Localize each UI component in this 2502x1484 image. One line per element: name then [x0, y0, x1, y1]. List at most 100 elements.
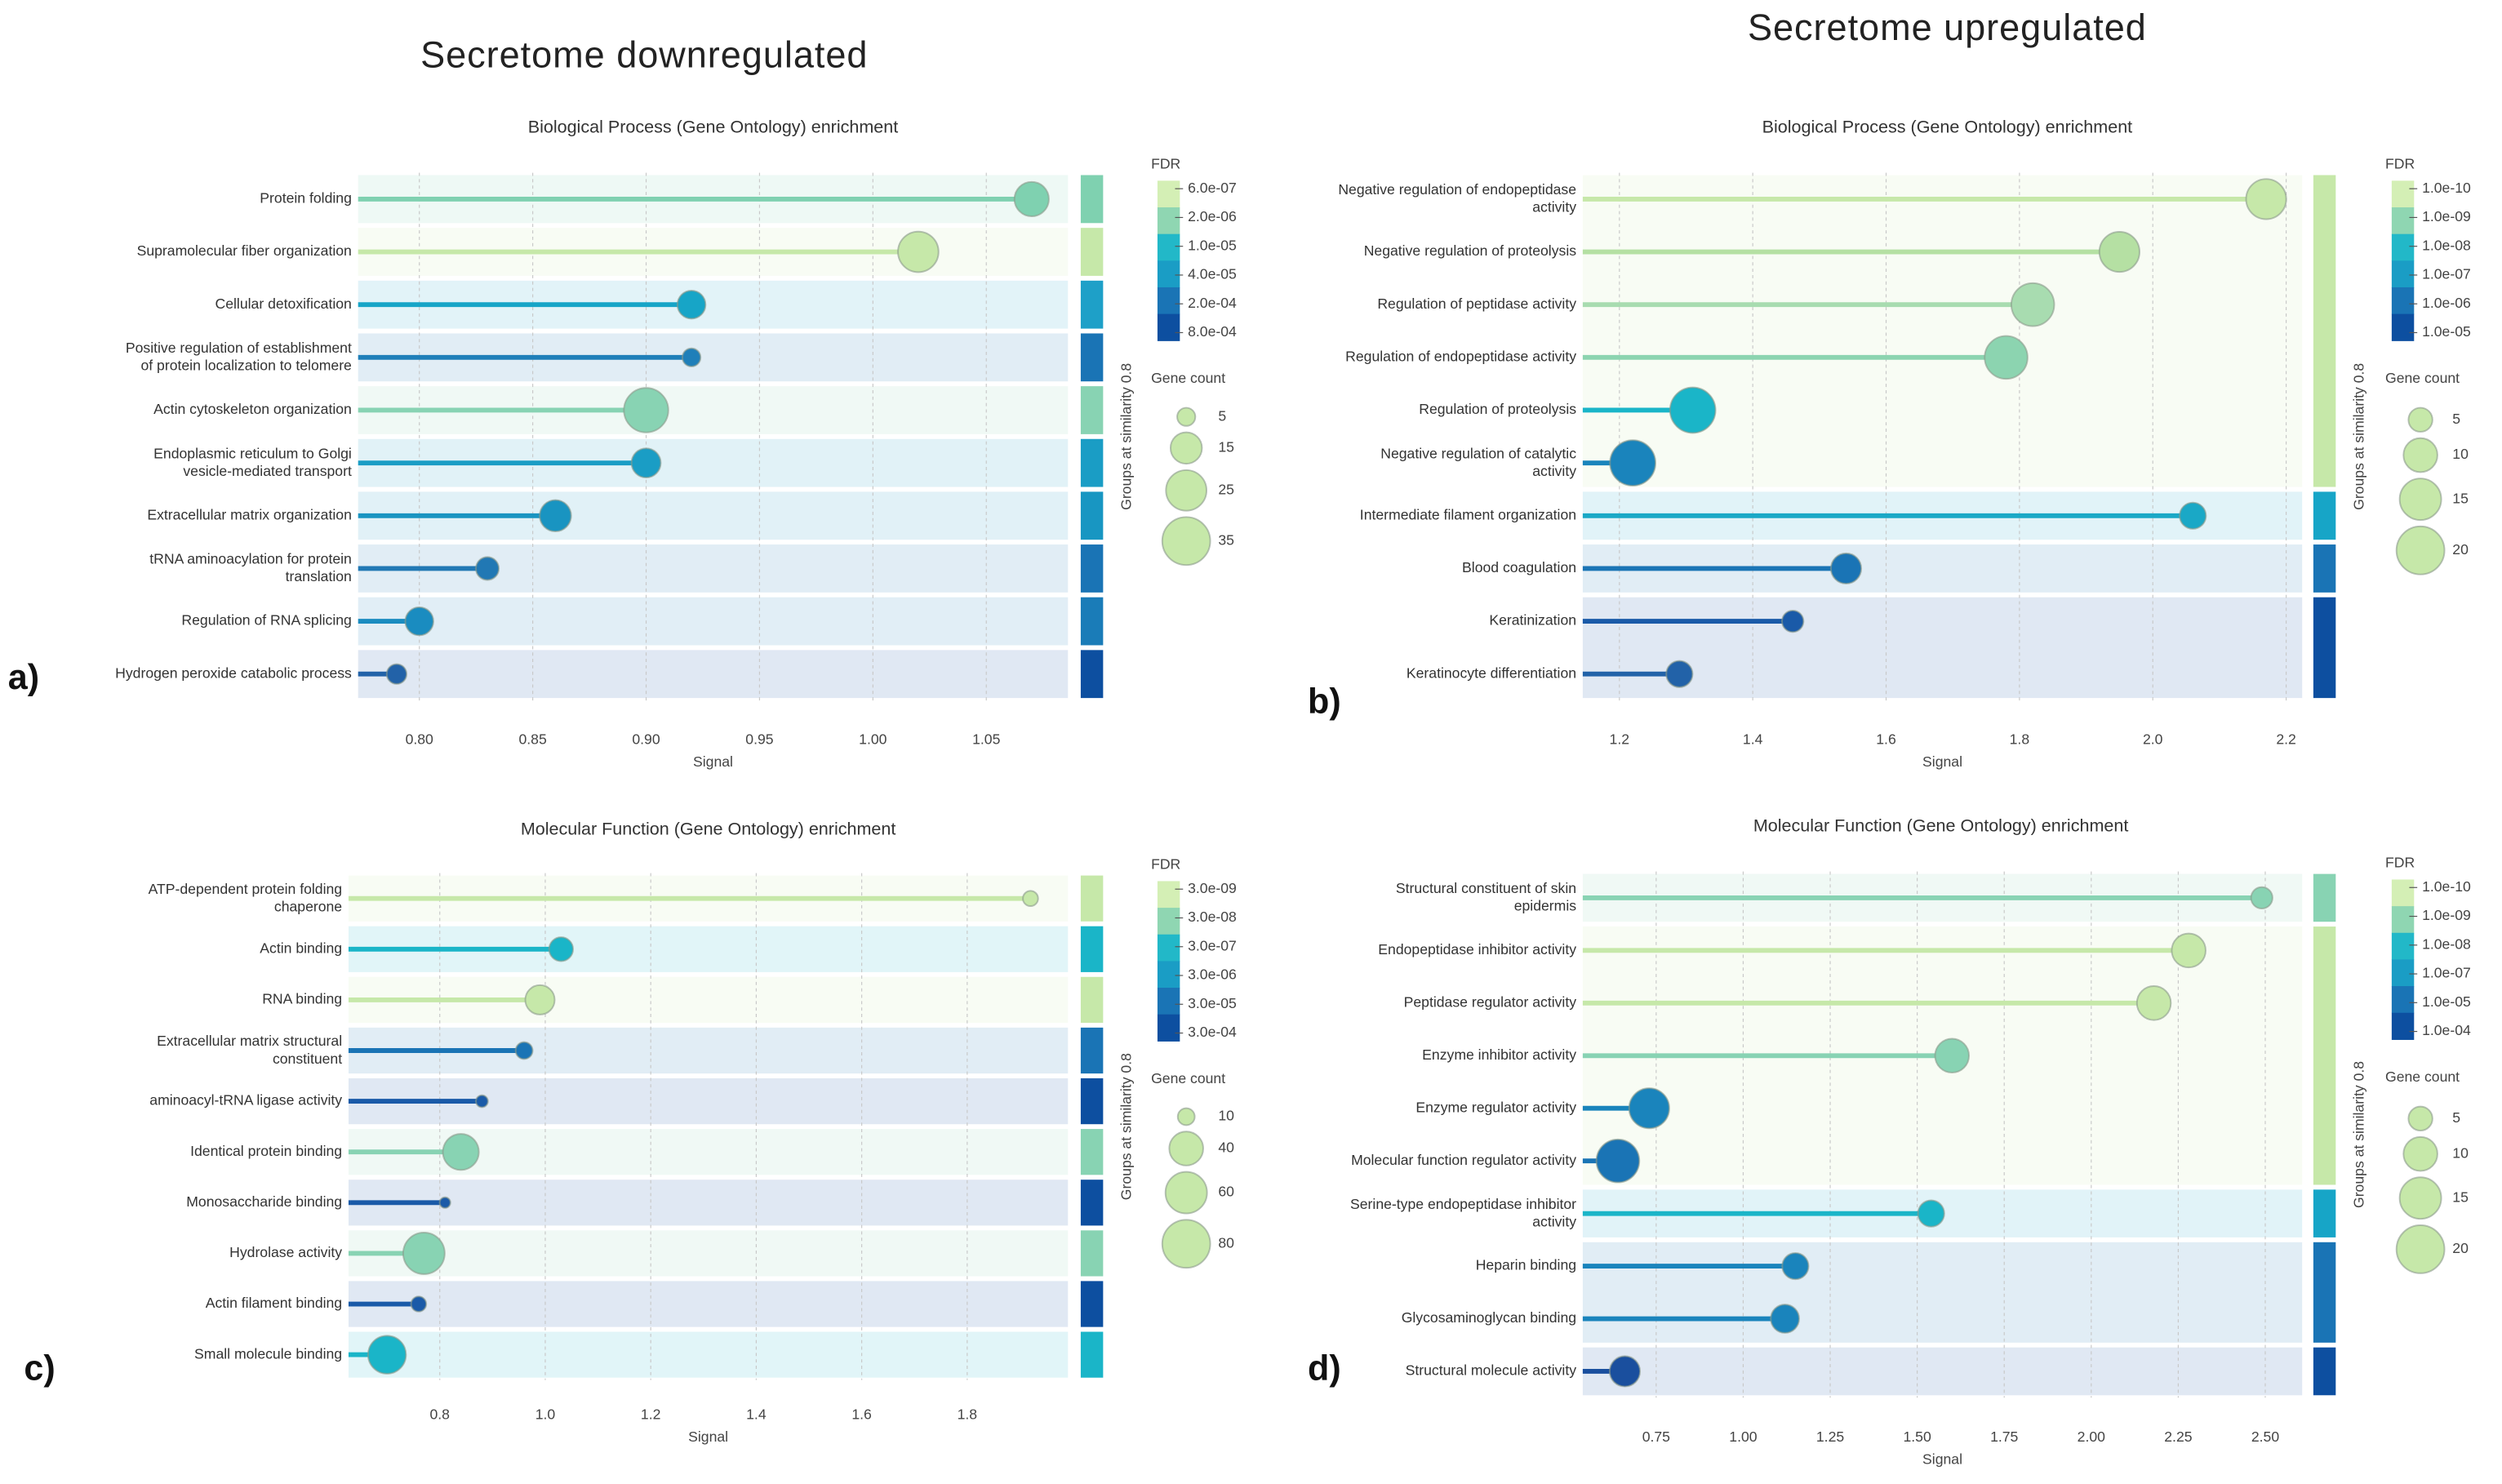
legend-dot — [2402, 1135, 2438, 1172]
group-block — [2313, 926, 2336, 1185]
colorbar-segment — [1157, 881, 1180, 909]
colorbar-tick-label: 3.0e-05 — [1188, 995, 1237, 1011]
category-label: Endopeptidase inhibitor activity — [1378, 941, 1576, 957]
colorbar-segment — [1157, 287, 1180, 315]
group-band — [1582, 1347, 2303, 1396]
group-band — [348, 1281, 1069, 1327]
colorbar-tick-label: 1.0e-07 — [2422, 266, 2471, 282]
legend-dot — [2407, 407, 2433, 433]
x-tick-label: 1.25 — [1816, 1428, 1844, 1445]
legend-label: 60 — [1218, 1184, 1234, 1200]
legend-title: Gene count — [2385, 1069, 2460, 1085]
colorbar-tick-label: 3.0e-04 — [1188, 1024, 1237, 1040]
colorbar-segment — [1157, 260, 1180, 288]
x-tick-label: 1.2 — [1610, 731, 1629, 748]
group-band — [348, 1230, 1069, 1277]
colorbar-tick-label: 4.0e-05 — [1188, 266, 1237, 282]
category-label: Keratinization — [1489, 612, 1576, 629]
legend-dot — [1164, 1171, 1208, 1215]
category-label: Extracellular matrix organization — [147, 506, 352, 522]
group-block — [1080, 926, 1104, 972]
category-label: Identical protein binding — [190, 1143, 342, 1159]
legend-label: 10 — [2452, 1144, 2469, 1161]
colorbar-segment — [2391, 932, 2415, 961]
dot — [1917, 1199, 1945, 1228]
x-tick-label: 1.6 — [1876, 731, 1896, 748]
colorbar-tick-label: 1.0e-08 — [2422, 237, 2471, 253]
group-block — [1080, 1230, 1104, 1277]
category-label: Small molecule binding — [194, 1345, 342, 1362]
chart-title: Molecular Function (Gene Ontology) enric… — [521, 819, 895, 838]
dot — [402, 1231, 446, 1275]
x-tick-label: 1.00 — [859, 731, 887, 748]
category-label: Regulation of proteolysis — [1419, 401, 1576, 417]
legend-label: 10 — [1218, 1108, 1234, 1124]
category-label: Glycosaminoglycan binding — [1402, 1309, 1576, 1326]
category-label: Monosaccharide binding — [186, 1193, 342, 1210]
category-label: Extracellular matrix structural constitue… — [157, 1033, 342, 1067]
category-label: Negative regulation of endopeptidase acti… — [1338, 181, 1576, 215]
group-block — [2313, 1189, 2336, 1237]
category-label: Endoplasmic reticulum to Golgi vesicle-me… — [153, 445, 352, 479]
x-tick-label: 0.85 — [518, 731, 546, 748]
legend-dot — [2402, 437, 2438, 473]
dot — [2098, 230, 2140, 273]
x-tick-label: 1.4 — [746, 1406, 767, 1422]
colorbar-segment — [2391, 207, 2415, 235]
colorbar-segment — [1157, 313, 1180, 341]
legend-dot — [1165, 469, 1207, 512]
x-tick-label: 1.0 — [536, 1406, 556, 1422]
x-tick-label: 1.50 — [1903, 1428, 1931, 1445]
x-tick-label: 1.4 — [1743, 731, 1763, 748]
legend-label: 40 — [1218, 1140, 1234, 1156]
legend-title: FDR — [2385, 155, 2415, 171]
dot — [1022, 890, 1039, 907]
category-label: Hydrogen peroxide catabolic process — [115, 664, 352, 681]
legend-dot — [1161, 1219, 1211, 1269]
category-label: Positive regulation of establishment of p… — [126, 340, 352, 374]
colorbar-segment — [1157, 934, 1180, 962]
group-block — [1080, 544, 1104, 593]
colorbar-tick-label: 1.0e-10 — [2422, 878, 2471, 895]
category-label: Cellular detoxification — [215, 295, 351, 312]
dot — [410, 1295, 428, 1313]
colorbar-segment — [2391, 1012, 2415, 1040]
legend-dot — [1161, 516, 1211, 566]
x-tick-label: 1.6 — [851, 1406, 872, 1422]
group-band — [1582, 597, 2303, 699]
group-block — [1080, 976, 1104, 1024]
panel-label: c) — [24, 1348, 55, 1388]
x-axis-label: Signal — [1922, 1451, 1962, 1467]
legend-label: 15 — [2452, 1189, 2469, 1205]
category-label: tRNA aminoacylation for protein translati… — [149, 550, 352, 584]
dot — [1669, 386, 1717, 434]
legend-label: 5 — [2452, 411, 2460, 427]
category-label: Supramolecular fiber organization — [137, 242, 352, 259]
group-block — [1080, 875, 1104, 922]
category-label: Hydrolase activity — [229, 1244, 342, 1260]
dot — [1665, 660, 1694, 688]
legend-label: 15 — [1218, 439, 1234, 455]
x-tick-label: 1.8 — [958, 1406, 978, 1422]
legend-title: Gene count — [2385, 370, 2460, 386]
dot — [524, 984, 556, 1015]
legend-dot — [2398, 478, 2442, 522]
legend-dot — [1176, 407, 1197, 427]
dot — [2010, 282, 2055, 327]
group-band — [348, 1331, 1069, 1378]
category-label: Negative regulation of proteolysis — [1364, 242, 1577, 259]
dot — [548, 936, 575, 962]
group-block — [2313, 544, 2336, 593]
legend-title: Gene count — [1151, 1070, 1225, 1086]
dot — [1595, 1138, 1641, 1184]
colorbar-segment — [1157, 908, 1180, 935]
category-label: Enzyme regulator activity — [1415, 1099, 1576, 1115]
category-label: Keratinocyte differentiation — [1407, 664, 1576, 681]
colorbar-tick-label: 2.0e-04 — [1188, 295, 1237, 311]
dot — [404, 606, 434, 637]
group-block — [1080, 650, 1104, 699]
colorbar-tick-label: 1.0e-10 — [2422, 180, 2471, 196]
category-label: Actin binding — [260, 940, 342, 956]
dot — [367, 1335, 407, 1375]
